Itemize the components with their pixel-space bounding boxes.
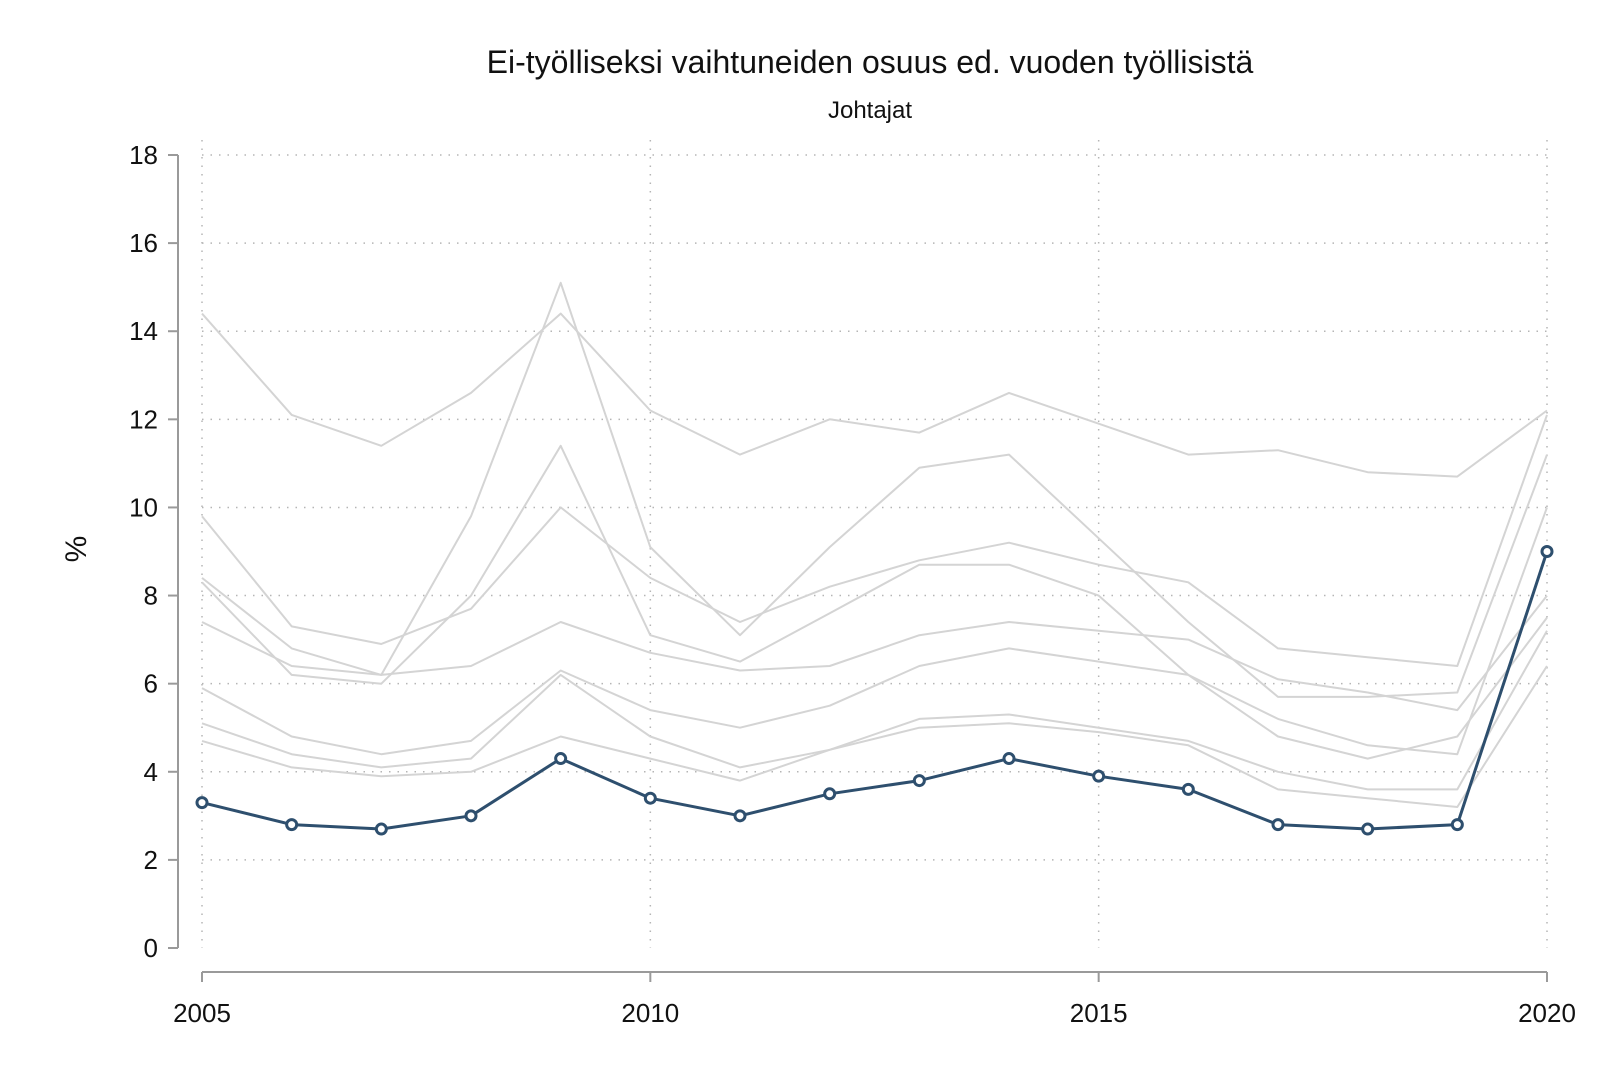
- y-tick-label: 10: [129, 492, 158, 522]
- highlight-data-point: [823, 787, 837, 801]
- y-tick-label: 14: [129, 316, 158, 346]
- highlight-series-line: [201, 551, 1549, 831]
- highlight-data-point: [1271, 818, 1285, 832]
- highlight-data-point: [1181, 782, 1195, 796]
- highlight-data-point: [643, 791, 657, 805]
- background-series-line: [201, 594, 1548, 712]
- y-tick-label: 6: [144, 669, 158, 699]
- highlight-data-point: [1002, 752, 1016, 766]
- highlight-series-group: [195, 545, 1554, 836]
- background-series-line: [201, 665, 1548, 808]
- highlight-data-point: [1092, 769, 1106, 783]
- y-tick-label: 0: [144, 933, 158, 963]
- y-tick-label: 4: [144, 757, 158, 787]
- x-tick-label: 2010: [621, 998, 679, 1028]
- highlight-data-point: [1361, 822, 1375, 836]
- background-series-line: [201, 414, 1548, 667]
- chart-title: Ei-työlliseksi vaihtuneiden osuus ed. vu…: [487, 44, 1254, 80]
- y-tick-label: 8: [144, 581, 158, 611]
- highlight-data-point: [733, 809, 747, 823]
- highlight-data-point: [285, 818, 299, 832]
- highlight-data-point: [1540, 545, 1554, 558]
- highlight-data-point: [195, 796, 209, 810]
- axes: 0 2 4 6 8 10 12 14 16 18 2005 2010 2015 2020: [129, 140, 1576, 1028]
- background-series-line: [201, 312, 1548, 478]
- x-tick-label: 2015: [1070, 998, 1128, 1028]
- y-axis-label: %: [60, 536, 93, 563]
- x-tick-label: 2020: [1518, 998, 1576, 1028]
- x-tick-label: 2005: [173, 998, 231, 1028]
- background-series-line: [201, 616, 1548, 760]
- chart-subtitle: Johtajat: [828, 97, 912, 124]
- highlight-data-point: [912, 774, 926, 788]
- y-tick-label: 18: [129, 140, 158, 170]
- y-tick-label: 2: [144, 845, 158, 875]
- highlight-data-point: [554, 752, 568, 766]
- y-tick-label: 12: [129, 404, 158, 434]
- background-series-line: [201, 630, 1548, 791]
- background-series-line: [201, 444, 1548, 756]
- highlight-data-point: [464, 809, 478, 823]
- highlight-data-point: [1450, 818, 1464, 832]
- background-series-line: [201, 281, 1548, 698]
- y-tick-label: 16: [129, 228, 158, 258]
- background-series-group: [201, 281, 1548, 808]
- highlight-data-point: [374, 822, 388, 836]
